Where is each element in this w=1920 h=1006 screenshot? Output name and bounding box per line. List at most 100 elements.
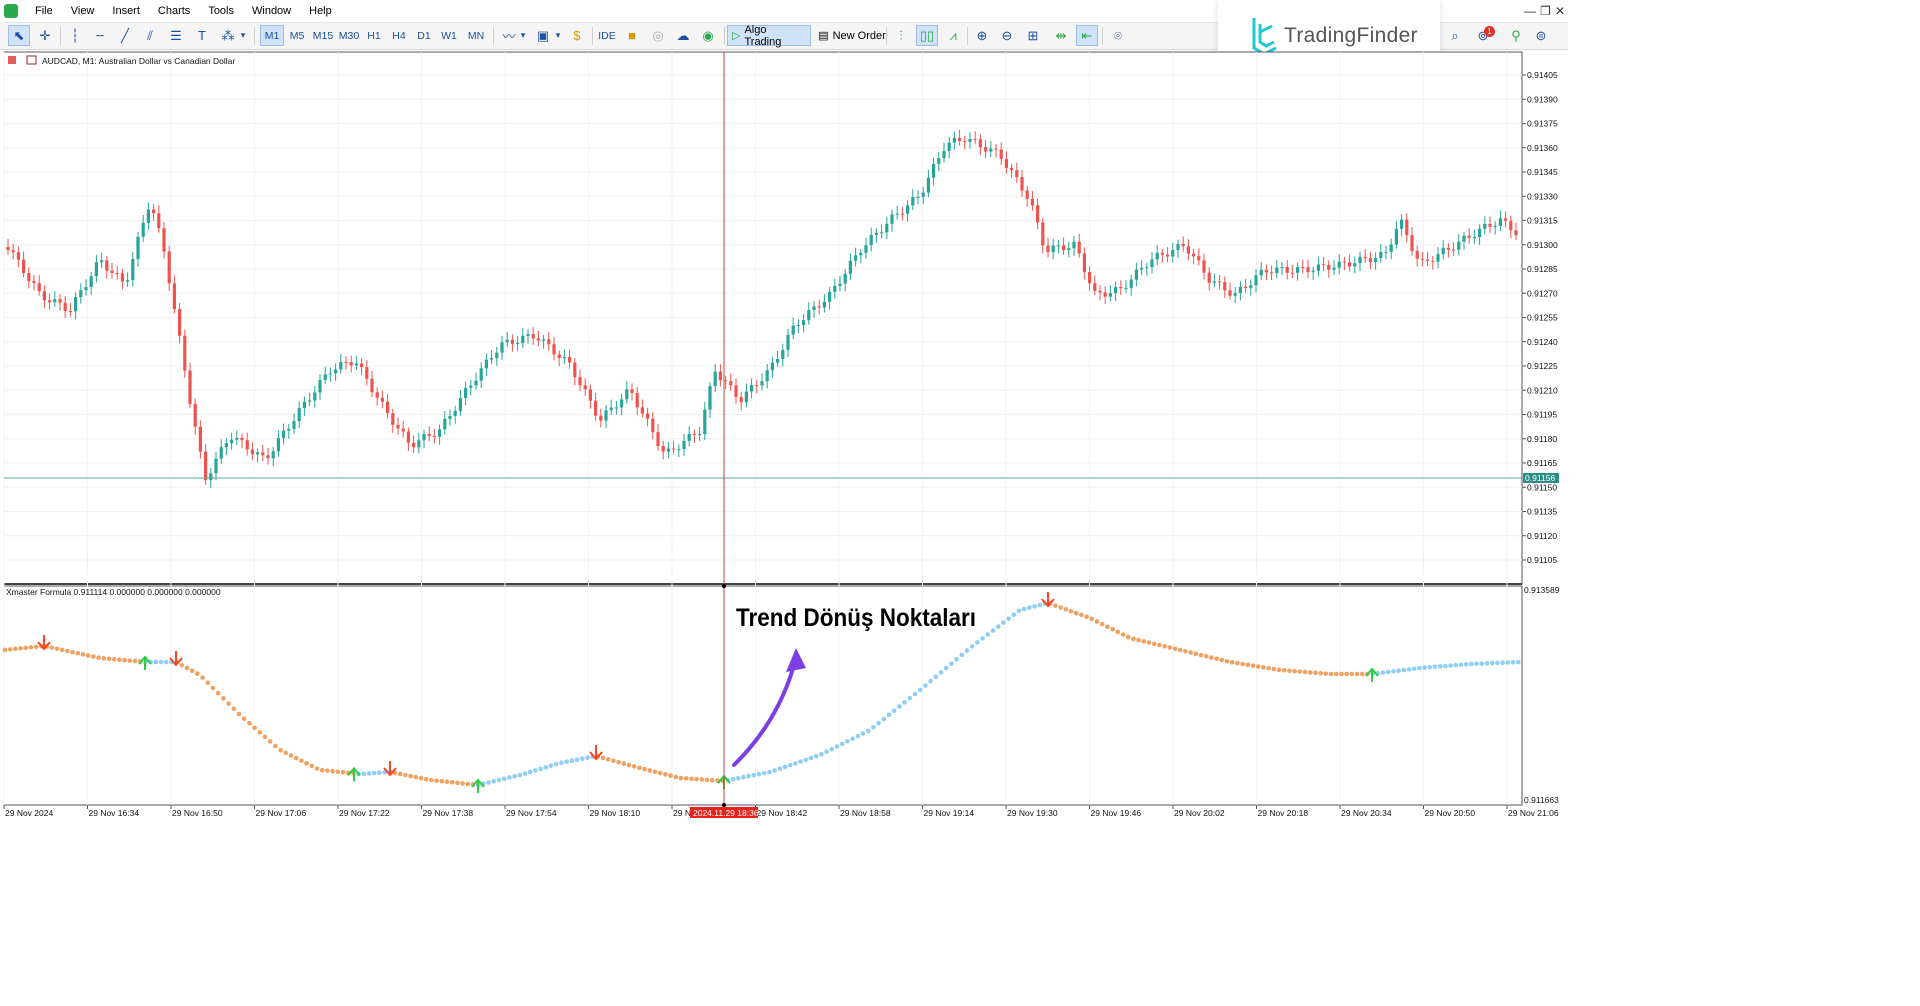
crosshair-icon[interactable]: ✛ [39,27,51,43]
menu-help[interactable]: Help [309,5,332,17]
candle-body [256,452,260,455]
candle-body [1077,241,1081,254]
candle-body [323,374,327,380]
maximize-button[interactable]: ❐ [1540,4,1551,18]
candle-body [42,291,46,301]
notifications-icon[interactable]: ⊚ [1477,27,1489,43]
candle-body [432,435,436,437]
candle-body [1124,287,1128,289]
candle-body [1228,290,1232,296]
signal-strength-icon[interactable]: ⚲ [1511,27,1521,43]
horizontal-line-icon[interactable]: ╌ [96,27,104,43]
indicator-dot [1167,645,1173,650]
ide-button[interactable]: IDE [598,29,616,42]
menu-view[interactable]: View [70,5,95,17]
indicator-dot [1105,624,1110,629]
candle-body [1332,267,1336,270]
indicator-dot [96,655,101,660]
menu-tools[interactable]: Tools [208,5,234,17]
new-order-button[interactable]: ▤ New Order [813,25,891,46]
vertical-line-icon[interactable]: ┆ [71,27,79,43]
menu-insert[interactable]: Insert [112,5,140,17]
price-axis[interactable]: 0.91405 0.91390 0.91375 0.91360 0.91345 0.913… [1522,70,1558,565]
candle-body [1348,262,1352,267]
screenshot-icon[interactable]: ⌾ [1114,27,1122,43]
minimize-button[interactable]: — [1524,4,1536,18]
indicator-dot [101,656,107,661]
indicator-dot [579,756,585,761]
indicator-dot [668,773,673,778]
zoom-out-icon[interactable]: ⊖ [1001,27,1013,43]
candle-body [22,259,26,274]
candle-body [313,392,317,401]
candle-body [885,223,889,233]
market-icon[interactable]: ■ [628,28,636,43]
price-tick-label: 0.91195 [1527,410,1557,420]
dollar-icon[interactable]: $ [573,28,581,43]
menu-file[interactable]: File [35,5,53,17]
candle-body [1457,241,1461,250]
indicators-dropdown-icon[interactable]: ▾ [520,30,526,40]
line-chart-icon[interactable]: ⩘ [949,27,957,43]
timeframe-h4[interactable]: H4 [392,29,406,42]
indicator-dot [1432,664,1438,670]
timeframe-h1[interactable]: H1 [367,29,381,42]
timeframe-w1[interactable]: W1 [441,29,457,42]
channel-icon[interactable]: ⫽ [147,27,153,43]
time-axis[interactable]: 29 Nov 2024 29 Nov 16:34 29 Nov 16:50 29 No… [3,805,1559,818]
cloud-icon[interactable]: ☁ [676,27,690,43]
candle-body [1025,190,1029,199]
toolbar-separator [60,27,61,45]
indicator-dot [205,680,211,686]
indicator-dot [91,654,96,659]
menu-window[interactable]: Window [252,5,292,17]
grid-icon[interactable]: ⊞ [1027,27,1039,43]
account-icon[interactable]: ⊜ [1535,27,1547,43]
vps-icon[interactable]: ◉ [702,27,714,43]
cursor-icon[interactable]: ⬉ [8,25,30,46]
bar-chart-icon[interactable]: ⫶ [899,27,903,43]
indicator-dot [626,762,632,768]
crosshair-marker [722,803,726,807]
timeframe-m30[interactable]: M30 [338,29,360,42]
chart-area[interactable]: AUDCAD, M1: Australian Dollar vs Canadia… [0,50,1568,823]
candle-body [1478,228,1482,238]
algo-trading-button[interactable]: ▷ Algo Trading [727,24,811,48]
indicator-dot [777,766,783,771]
shapes-dropdown-icon[interactable]: ▾ [240,30,246,40]
signal-icon[interactable]: ◎ [652,27,664,43]
indicator-dot [1032,604,1037,609]
chart-shift-icon[interactable]: ⇤ [1076,25,1098,46]
menu-charts[interactable]: Charts [157,5,191,17]
candle-body [58,299,62,303]
indicator-dot [1443,663,1448,669]
search-icon[interactable]: ⌕ [1451,27,1459,43]
templates-dropdown-icon[interactable]: ▾ [555,30,561,40]
text-icon[interactable]: T [198,28,206,43]
indicator-dot [1323,671,1329,676]
zoom-in-icon[interactable]: ⊕ [976,27,988,43]
timeframe-m1[interactable]: M1 [260,25,284,46]
close-button[interactable]: ✕ [1555,4,1566,18]
candle-body [505,339,509,343]
timeframe-d1[interactable]: D1 [417,29,431,42]
templates-icon[interactable]: ▣ [536,27,550,43]
timeframe-m5[interactable]: M5 [289,29,305,42]
candlestick-icon[interactable]: ▯▯ [916,25,938,46]
indicators-icon[interactable]: 〰 [502,29,516,44]
candle-body [235,437,239,440]
timeframe-m15[interactable]: M15 [312,29,334,42]
shapes-icon[interactable]: ⁂ [221,27,235,43]
autoscroll-icon[interactable]: ⇹ [1055,27,1067,43]
candle-body [84,286,88,291]
indicator-dot [262,734,268,740]
toolbar-separator [967,27,968,45]
timeframe-mn[interactable]: MN [467,29,485,42]
fibonacci-icon[interactable]: ☰ [170,27,182,43]
indicator-dot [460,781,465,786]
candle-body [1259,269,1263,276]
indicator-dot [1344,671,1349,677]
candle-body [1041,222,1045,246]
candle-body [230,439,234,444]
trendline-icon[interactable]: ╱ [121,27,129,43]
